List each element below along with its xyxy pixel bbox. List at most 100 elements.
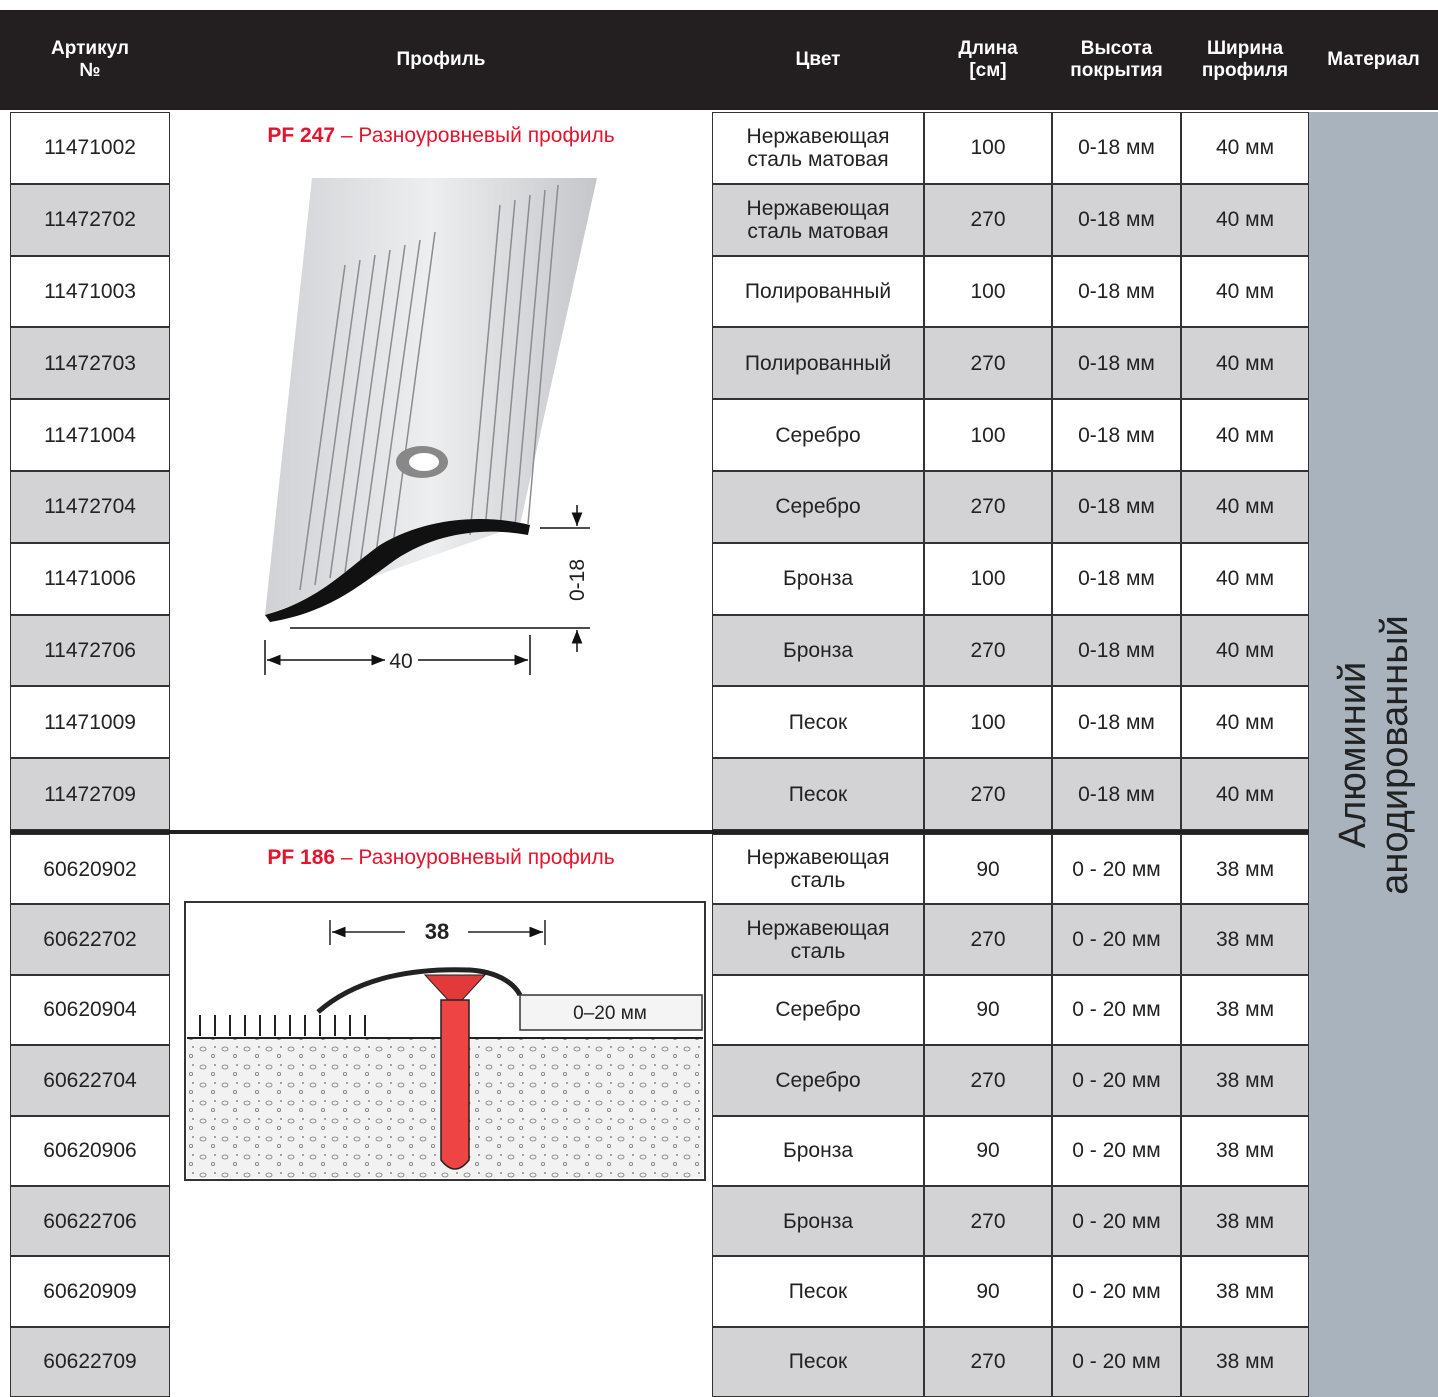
table-cell: Бронза bbox=[712, 614, 924, 687]
cell-text: 0-18 мм bbox=[1078, 208, 1155, 232]
dim-height: 0-18 bbox=[566, 559, 589, 601]
cell-text: 60620904 bbox=[43, 998, 137, 1022]
cell-text: 40 мм bbox=[1215, 710, 1275, 734]
table-cell: 60620902 bbox=[10, 834, 170, 905]
cell-text: 100 bbox=[970, 423, 1006, 447]
table-cell: 40 мм bbox=[1181, 399, 1309, 471]
table-cell: 0-18 мм bbox=[1052, 112, 1181, 184]
table-cell: 0-18 мм bbox=[1052, 542, 1181, 615]
table-cell: 11472709 bbox=[10, 758, 170, 830]
cell-text: 0-18 мм bbox=[1078, 136, 1155, 160]
table-cell: 270 bbox=[924, 327, 1052, 400]
cell-text: 0-18 мм bbox=[1078, 351, 1155, 375]
header-text: [см] bbox=[969, 60, 1007, 81]
header-text: Высота bbox=[1080, 38, 1153, 59]
cell-text: Нержавеющая сталь bbox=[746, 846, 890, 893]
table-cell: Полированный bbox=[712, 327, 924, 400]
table-cell: Серебро bbox=[712, 974, 924, 1046]
cell-text: 40 мм bbox=[1215, 638, 1275, 662]
cell-text: Серебро bbox=[775, 1068, 861, 1092]
table-cell: 11472703 bbox=[10, 327, 170, 400]
cell-text: Полированный bbox=[744, 351, 892, 375]
table-cell: 60622704 bbox=[10, 1045, 170, 1116]
cell-text: 60620906 bbox=[43, 1139, 137, 1163]
profile-code: PF 247 bbox=[267, 124, 336, 147]
table-cell: Нержавеющая сталь матовая bbox=[712, 112, 924, 184]
cell-text: 60622706 bbox=[43, 1209, 137, 1233]
cell-text: 38 мм bbox=[1215, 1350, 1275, 1374]
table-cell: 11472706 bbox=[10, 614, 170, 687]
cell-text: 270 bbox=[970, 1209, 1006, 1233]
table-cell: 11471002 bbox=[10, 112, 170, 184]
profile-title: PF 186 – Разноуровневый профиль bbox=[170, 846, 712, 870]
cell-text: 38 мм bbox=[1215, 1209, 1275, 1233]
cell-text: 100 bbox=[970, 136, 1006, 160]
group-separator bbox=[10, 830, 1309, 834]
table-cell: Песок bbox=[712, 1326, 924, 1397]
table-cell: 38 мм bbox=[1181, 1326, 1309, 1397]
table-cell: 60620906 bbox=[10, 1115, 170, 1186]
cell-text: Бронза bbox=[782, 1209, 854, 1233]
table-cell: Нержавеющая сталь bbox=[712, 904, 924, 975]
table-cell: Песок bbox=[712, 686, 924, 759]
cell-text: 40 мм bbox=[1215, 782, 1275, 806]
cell-text: Бронза bbox=[782, 638, 854, 662]
table-cell: 0 - 20 мм bbox=[1052, 1186, 1181, 1257]
profile-drawing-1: 40 0-18 bbox=[264, 178, 597, 675]
cell-text: 60622709 bbox=[43, 1350, 137, 1374]
cell-text: Песок bbox=[788, 1280, 848, 1304]
table-cell: 100 bbox=[924, 112, 1052, 184]
cell-text: 0-18 мм bbox=[1078, 279, 1155, 303]
table-cell: 0-18 мм bbox=[1052, 327, 1181, 400]
cell-text: 38 мм bbox=[1215, 998, 1275, 1022]
header-cell: Профиль bbox=[170, 10, 712, 110]
cell-text: 0 - 20 мм bbox=[1072, 1139, 1161, 1163]
table-cell: 40 мм bbox=[1181, 112, 1309, 184]
table-cell: 270 bbox=[924, 471, 1052, 543]
cell-text: 40 мм bbox=[1215, 136, 1275, 160]
table-cell: 0-18 мм bbox=[1052, 255, 1181, 328]
cell-text: Нержавеющая сталь матовая bbox=[746, 124, 890, 171]
table-cell: 0 - 20 мм bbox=[1052, 974, 1181, 1046]
cell-text: Песок bbox=[788, 710, 848, 734]
cell-text: 270 bbox=[970, 495, 1006, 519]
cell-text: 0-18 мм bbox=[1078, 567, 1155, 591]
cell-text: 270 bbox=[970, 351, 1006, 375]
table-cell: 0 - 20 мм bbox=[1052, 1045, 1181, 1116]
table-cell: Серебро bbox=[712, 1045, 924, 1116]
profile-name: – Разноуровневый профиль bbox=[340, 846, 615, 869]
table-cell: 0 - 20 мм bbox=[1052, 1326, 1181, 1397]
table-cell: 11472704 bbox=[10, 471, 170, 543]
cell-text: Серебро bbox=[775, 423, 861, 447]
cell-text: Песок bbox=[788, 1350, 848, 1374]
table-cell: 40 мм bbox=[1181, 183, 1309, 256]
cell-text: 11472703 bbox=[44, 351, 136, 375]
table-cell: 270 bbox=[924, 904, 1052, 975]
table-cell: 40 мм bbox=[1181, 255, 1309, 328]
table-cell: 38 мм bbox=[1181, 1186, 1309, 1257]
cell-text: 38 мм bbox=[1215, 1068, 1275, 1092]
table-cell: 0-18 мм bbox=[1052, 183, 1181, 256]
table-cell: Нержавеющая сталь матовая bbox=[712, 183, 924, 256]
table-cell: 90 bbox=[924, 1115, 1052, 1186]
table-cell: Песок bbox=[712, 1256, 924, 1327]
header-text: № bbox=[79, 60, 101, 81]
cell-text: 270 bbox=[970, 1350, 1006, 1374]
table-cell: 0 - 20 мм bbox=[1052, 904, 1181, 975]
header-text: профиля bbox=[1201, 60, 1289, 81]
cell-text: 40 мм bbox=[1215, 208, 1275, 232]
cell-text: 11472706 bbox=[44, 638, 136, 662]
material-cell: Алюминий анодированный bbox=[1309, 112, 1438, 1397]
header-cell: Длина [см] bbox=[924, 10, 1052, 110]
cell-text: 0-18 мм bbox=[1078, 423, 1155, 447]
table-cell: 40 мм bbox=[1181, 686, 1309, 759]
table-cell: 90 bbox=[924, 974, 1052, 1046]
cell-text: Бронза bbox=[782, 567, 854, 591]
cell-text: 270 bbox=[970, 928, 1006, 952]
cell-text: 38 мм bbox=[1215, 1280, 1275, 1304]
cell-text: Серебро bbox=[775, 998, 861, 1022]
header-band bbox=[0, 10, 1438, 110]
header-cell: Ширина профиля bbox=[1181, 10, 1309, 110]
cell-text: 11471009 bbox=[44, 710, 136, 734]
